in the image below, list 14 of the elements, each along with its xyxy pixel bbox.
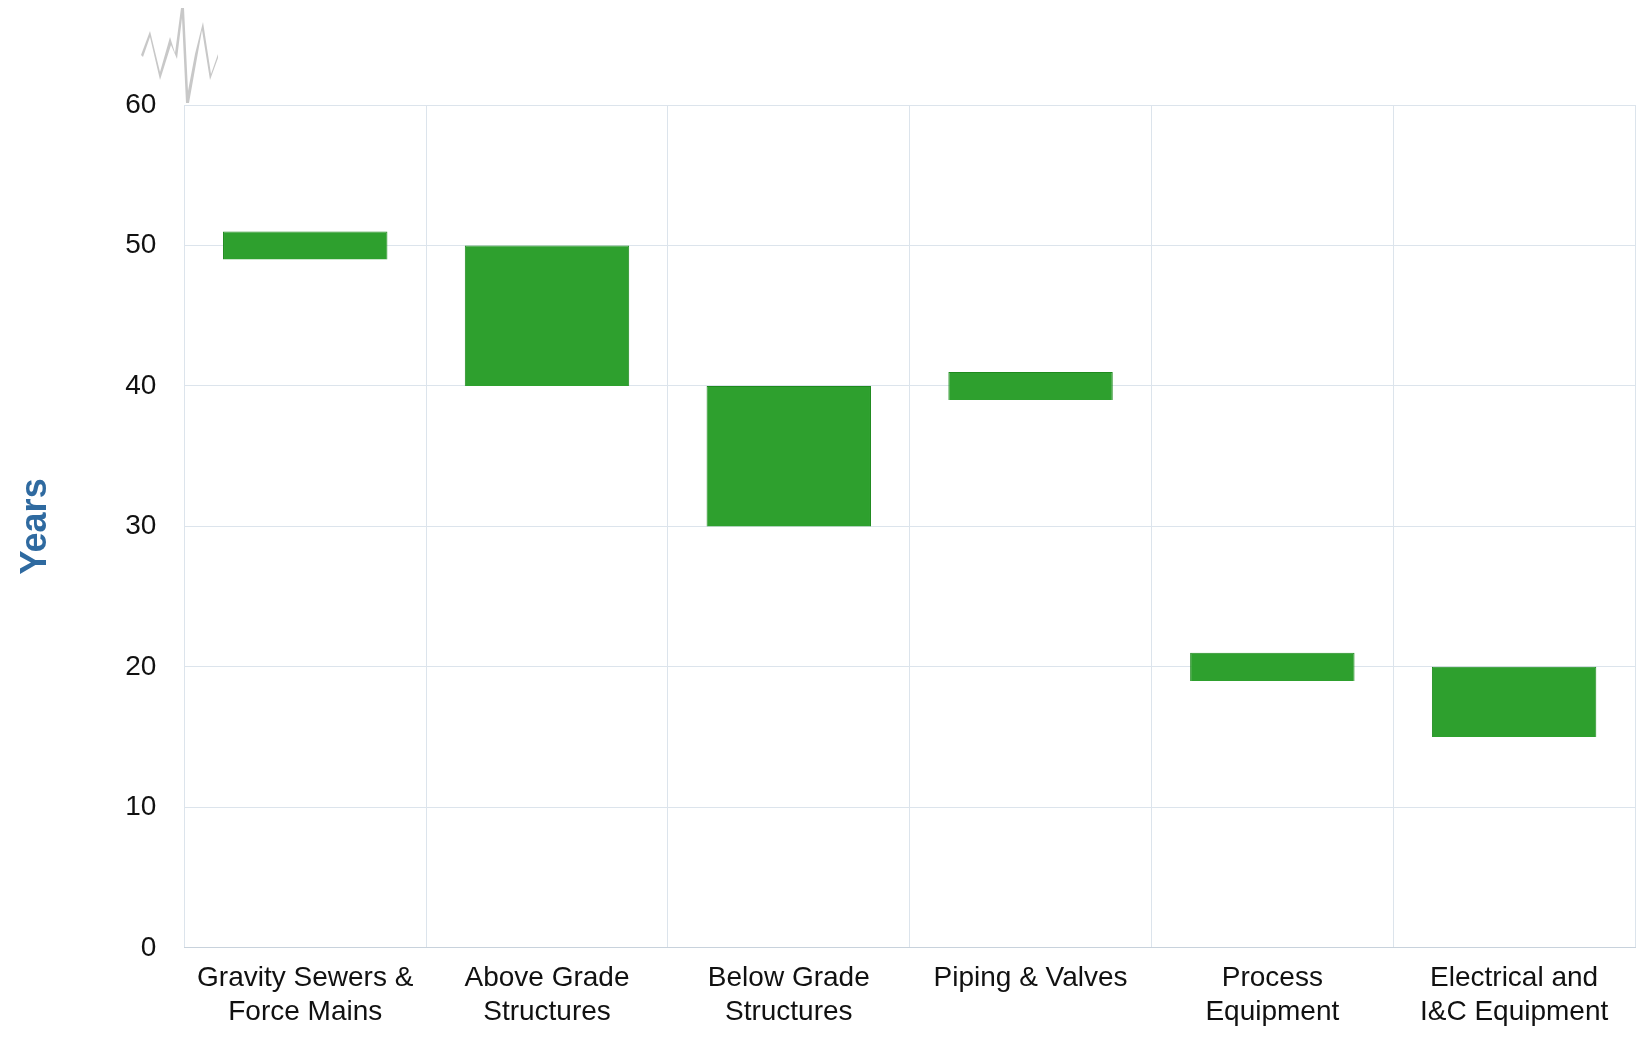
y-tick-label: 60 xyxy=(125,87,157,119)
x-tick-label: Process Equipment xyxy=(1205,961,1340,1026)
y-tick-label: 50 xyxy=(125,228,157,260)
x-tick-label: Electrical and I&C Equipment xyxy=(1419,961,1609,1026)
x-tick-label: Gravity Sewers & Force Mains xyxy=(197,961,414,1026)
y-tick-label: 30 xyxy=(125,509,157,541)
x-tick-label: Above Grade Structures xyxy=(464,961,630,1026)
y-axis-title: Years xyxy=(12,478,54,575)
y-tick-label: 10 xyxy=(125,790,157,822)
y-tick-label: 0 xyxy=(140,930,157,962)
x-tick-label: Below Grade Structures xyxy=(707,961,870,1026)
y-tick-label: 20 xyxy=(125,649,157,681)
x-tick-label: Piping & Valves xyxy=(933,961,1128,993)
y-tick-label: 40 xyxy=(125,368,157,400)
